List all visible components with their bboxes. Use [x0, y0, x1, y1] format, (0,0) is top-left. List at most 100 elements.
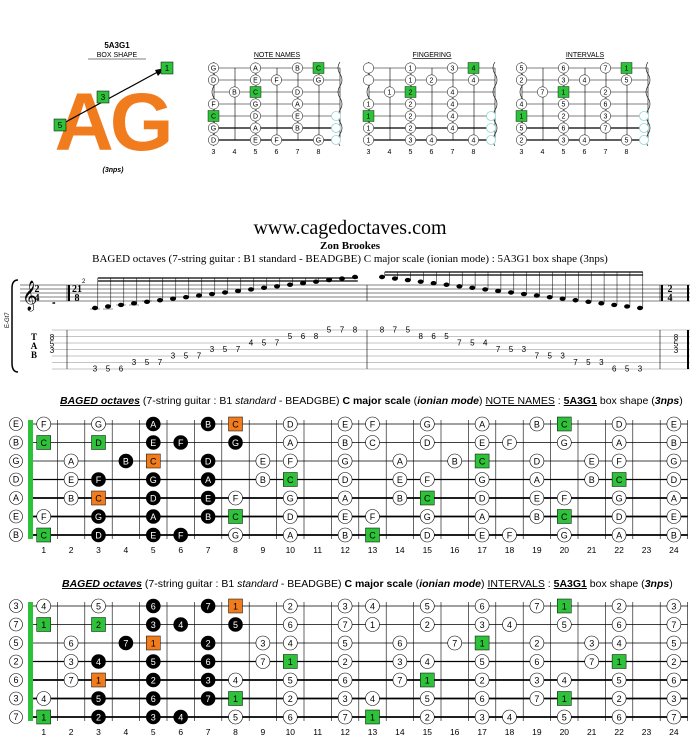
interval-marker-label: 1 — [562, 601, 567, 611]
interval-scale-marker — [200, 691, 216, 706]
mini-note-marker — [579, 74, 590, 86]
mini-note-label: 1 — [367, 102, 371, 109]
tab-number: 3 — [50, 346, 55, 355]
mini-fret-number: 6 — [430, 149, 434, 156]
interval-marker-label: 3 — [397, 657, 402, 667]
interval-marker-label: 4 — [507, 620, 512, 630]
mini-note-marker — [363, 134, 374, 146]
interval-scale-marker — [228, 709, 243, 725]
interval-scale-marker — [556, 617, 572, 632]
mini-note-label: 2 — [562, 114, 566, 121]
interval-scale-marker — [419, 709, 435, 725]
tab-number: 8 — [380, 326, 385, 335]
interval-scale-marker — [392, 672, 408, 688]
mini-fret-number: 4 — [541, 149, 545, 156]
interval-scale-marker — [91, 709, 106, 725]
note-head — [287, 282, 293, 287]
mini-note-label: 2 — [409, 126, 413, 133]
interval-scale-marker — [173, 709, 188, 725]
interval-marker-label: 1 — [41, 620, 46, 630]
tab-number: 7 — [340, 326, 345, 335]
open-string-marker — [9, 454, 23, 468]
note-marker-label: D — [424, 438, 431, 448]
note-marker-label: B — [205, 512, 211, 522]
note-marker-label: F — [507, 438, 513, 448]
site-url[interactable]: www.cagedoctaves.com — [253, 217, 447, 239]
mini-note-marker — [208, 62, 219, 74]
note-marker-label: E — [342, 512, 348, 522]
note-scale-marker — [36, 527, 51, 543]
note-marker-label: F — [507, 530, 513, 540]
note-scale-marker — [146, 416, 161, 432]
interval-marker-label: 7 — [343, 620, 348, 630]
note-scale-marker — [173, 527, 188, 543]
note-marker-label: B — [397, 493, 403, 503]
fret-number: 3 — [96, 727, 101, 737]
note-head — [170, 296, 176, 301]
note-head — [105, 304, 111, 309]
note-head — [157, 298, 163, 303]
fret-number: 21 — [587, 545, 597, 555]
note-scale-marker — [173, 435, 188, 450]
interval-marker-label: 4 — [370, 694, 375, 704]
interval-scale-marker — [146, 691, 161, 706]
interval-marker-label: 5 — [233, 712, 238, 722]
interval-marker-label: 4 — [41, 601, 46, 611]
interval-marker-label: 2 — [206, 638, 211, 648]
note-head — [391, 276, 398, 281]
mini-note-label: 3 — [562, 138, 566, 145]
note-marker-label: C — [561, 419, 568, 429]
interval-marker-label: 3 — [343, 601, 348, 611]
mini-root-marker — [467, 62, 480, 74]
mini-fret-number: 8 — [625, 149, 629, 156]
interval-marker-label: 2 — [425, 620, 430, 630]
interval-scale-marker — [666, 672, 682, 688]
note-marker-label: B — [260, 475, 266, 485]
note-scale-marker — [282, 490, 298, 506]
fret-number: 2 — [69, 727, 74, 737]
interval-scale-marker — [556, 672, 572, 688]
note-scale-marker — [200, 453, 216, 469]
mini-note-label: 1 — [388, 90, 392, 97]
mini-note-label: A — [295, 102, 300, 109]
open-string-marker — [9, 617, 23, 632]
interval-scale-marker — [474, 691, 490, 706]
mini-note-marker — [447, 62, 458, 74]
mini-note-marker — [208, 74, 219, 86]
note-head — [261, 285, 267, 291]
interval-scale-marker — [63, 672, 79, 688]
note-marker-label: F — [41, 512, 47, 522]
fret-number: 14 — [395, 727, 405, 737]
note-names-title: BAGED octaves (7-string guitar : B1 stan… — [60, 395, 683, 407]
mini-note-marker — [292, 110, 303, 122]
intervals-title: BAGED octaves (7-string guitar : B1 stan… — [62, 578, 673, 590]
interval-marker-label: 3 — [343, 694, 348, 704]
interval-scale-marker — [419, 654, 435, 669]
interval-marker-label: 7 — [69, 675, 74, 685]
mini-note-marker — [600, 86, 611, 98]
note-head — [572, 298, 579, 303]
note-scale-marker — [557, 509, 572, 524]
note-scale-marker — [557, 416, 572, 432]
note-scale-marker — [91, 490, 106, 506]
open-string-label: 7 — [13, 712, 18, 722]
interval-scale-marker — [200, 635, 216, 651]
mini-root-marker — [207, 110, 220, 122]
note-scale-marker — [666, 416, 682, 432]
note-marker-label: D — [671, 475, 678, 485]
note-scale-marker — [584, 453, 600, 469]
mini-note-marker — [405, 62, 416, 74]
note-scale-marker — [255, 453, 271, 469]
interval-marker-label: 5 — [480, 657, 485, 667]
open-string-label: 3 — [13, 601, 18, 611]
interval-marker-label: 3 — [260, 638, 265, 648]
mini-note-marker — [600, 122, 611, 134]
note-scale-marker — [91, 509, 106, 524]
tab-number: 6 — [119, 365, 124, 374]
mini-note-marker — [250, 134, 261, 146]
fret-number: 2 — [69, 545, 74, 555]
interval-marker-label: 6 — [671, 675, 676, 685]
note-scale-marker — [255, 472, 271, 487]
mini-note-label: 4 — [451, 114, 455, 121]
mini-note-label: D — [295, 90, 300, 97]
